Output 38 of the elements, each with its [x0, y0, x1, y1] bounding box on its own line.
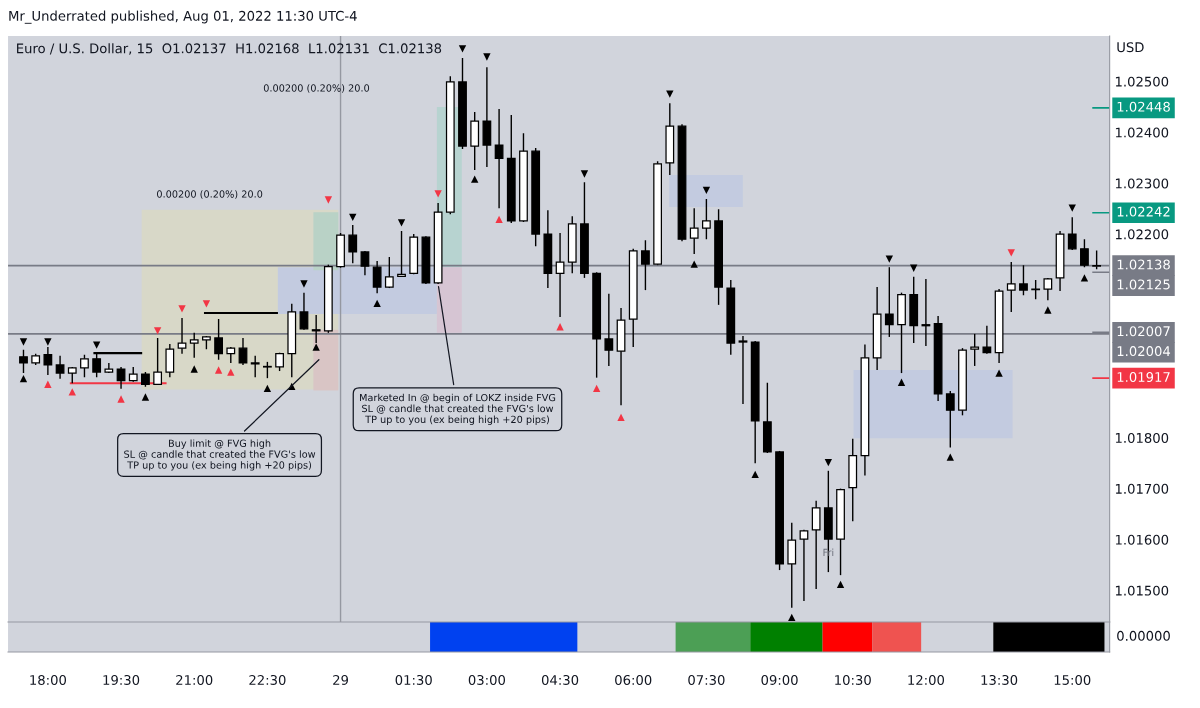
ref-line-label: 1.02242 [1117, 206, 1170, 217]
x-tick-label: 09:00 [761, 674, 798, 685]
text: 0.00000 [1117, 630, 1170, 641]
x-tick-label: 04:30 [541, 674, 579, 685]
annotation: Buy limit @ FVG high SL @ candle that created the FVG's low TP up to you (ex being high +20 pips) [124, 439, 316, 471]
x-tick-label: 18:00 [30, 674, 67, 685]
y-tick-label: 1.02200 [1115, 229, 1169, 240]
x-tick-label: 19:30 [103, 674, 140, 685]
ref-line-label: 1.02448 [1117, 101, 1170, 112]
x-tick-label: 21:00 [176, 674, 213, 685]
x-tick-label: 06:00 [615, 674, 652, 685]
chart-title: Euro / U.S. Dollar, 15 O1.02137 H1.02168 L1.02131 C1.02138 [17, 43, 442, 55]
x-tick-label: 01:30 [395, 674, 432, 685]
annotation: Marketed In @ begin of LOKZ inside FVG SL @ candle that created the FVG's low TP up to you (ex being high +20 pips) [360, 393, 556, 425]
annotation: 0.00200 (0.20%) 20.0 [157, 190, 263, 199]
x-tick-label: 12:00 [908, 674, 945, 685]
text: Mr_Underrated published, Aug 01, 2022 11:30 UTC-4 [9, 10, 357, 24]
x-tick-label: 07:30 [688, 674, 725, 685]
x-tick-label: 29 [333, 674, 349, 685]
x-tick-label: 22:30 [249, 674, 286, 685]
ref-line-label: 1.02138 [1117, 259, 1170, 270]
ref-line-label: 1.01917 [1117, 372, 1170, 382]
y-tick-label: 1.02500 [1115, 76, 1169, 87]
annotation: 0.00200 (0.20%) 20.0 [263, 84, 370, 93]
x-tick-label: 10:30 [835, 674, 871, 685]
ref-line-label: 1.02007 [1117, 326, 1170, 337]
y-axis-title: USD [1117, 42, 1144, 53]
y-tick-label: 1.01800 [1115, 432, 1169, 443]
x-tick-label: 13:30 [981, 674, 1018, 685]
legend-label: 1.02125 [1117, 279, 1170, 290]
y-tick-label: 1.01500 [1115, 585, 1169, 596]
y-tick-label: 1.01600 [1115, 534, 1169, 545]
legend-label: 1.02004 [1117, 346, 1171, 357]
y-tick-label: 1.02300 [1115, 178, 1169, 189]
x-tick-label: 03:00 [468, 674, 506, 685]
y-tick-label: 1.01700 [1115, 483, 1169, 494]
y-tick-label: 1.02400 [1115, 127, 1169, 138]
x-tick-label: 15:00 [1054, 674, 1091, 685]
